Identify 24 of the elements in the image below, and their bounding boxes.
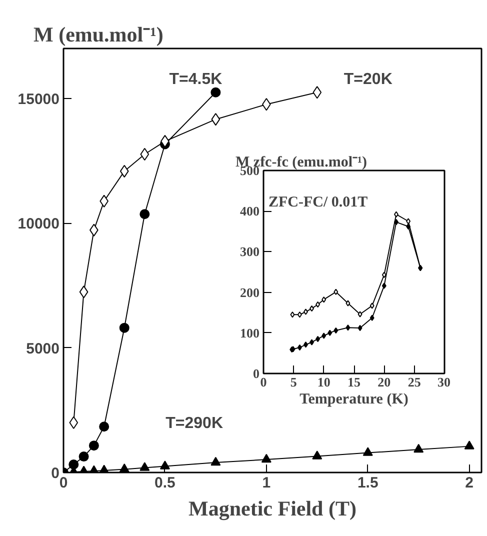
x-tick-label: 5 [290, 374, 298, 390]
x-axis-title: Magnetic Field (T) [188, 496, 356, 520]
y-tick-label: 10000 [18, 216, 60, 233]
annotation: ZFC-FC/ 0.01T [268, 194, 368, 210]
y-tick-label: 300 [240, 244, 260, 260]
y-tick-label: 15000 [18, 90, 60, 108]
x-tick-label: 30 [438, 374, 450, 390]
y-tick-label: 200 [240, 284, 260, 300]
x-tick-label: 0.5 [154, 474, 176, 492]
y-tick-label: 400 [240, 204, 260, 219]
x-axis-title: Temperature (K) [300, 392, 408, 408]
series-label: T=290K [166, 414, 224, 432]
x-tick-label: 1 [262, 474, 271, 492]
x-tick-label: 10 [317, 374, 330, 390]
x-tick-label: 1.5 [357, 474, 378, 492]
x-tick-label: 25 [408, 374, 422, 390]
x-tick-label: 20 [378, 374, 391, 390]
y-axis-title: M (emu.mol⁻¹) [34, 22, 164, 46]
series-label: T=4.5K [169, 70, 223, 88]
series-label: T=20K [344, 70, 393, 88]
y-tick-label: 100 [240, 325, 260, 340]
x-tick-label: 15 [348, 374, 361, 390]
y-tick-label: 5000 [26, 340, 60, 358]
x-tick-label: 2 [465, 474, 474, 492]
